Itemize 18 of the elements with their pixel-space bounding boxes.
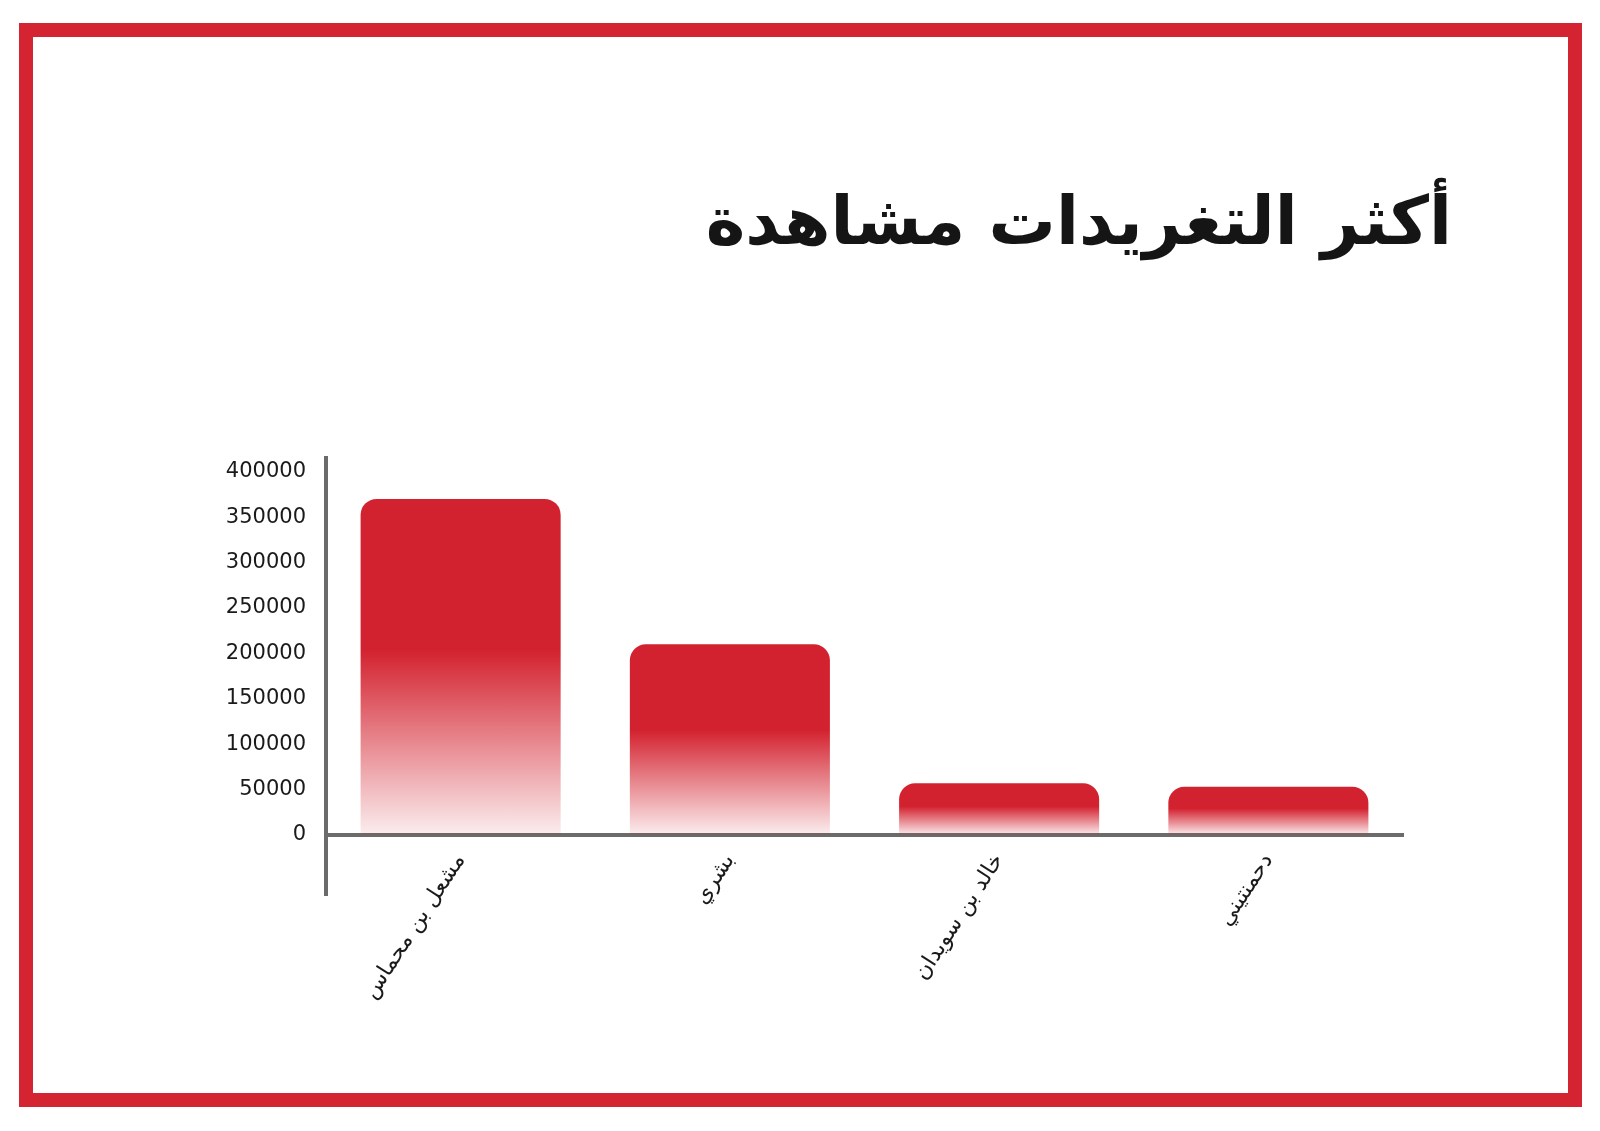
y-tick-label: 200000	[225, 639, 306, 664]
bar	[899, 783, 1100, 835]
x-tick-label: دحمنتيني	[1212, 848, 1279, 931]
y-tick-label: 300000	[225, 548, 306, 573]
y-tick-label: 50000	[239, 776, 306, 801]
bar	[1168, 786, 1369, 835]
y-tick-label: 350000	[225, 503, 306, 528]
y-tick-label: 100000	[225, 730, 306, 755]
y-tick-label: 400000	[225, 458, 306, 483]
x-tick-label: بشري	[687, 848, 739, 909]
y-tick-label: 150000	[225, 685, 306, 710]
chart-title: أكثر التغريدات مشاهدة	[705, 178, 1452, 263]
x-tick-label: مشعل بن محماس	[357, 848, 471, 1004]
x-tick-label: خالد بن سويدان	[908, 848, 1009, 984]
bar	[629, 644, 830, 835]
y-tick-label: 250000	[225, 594, 306, 619]
y-tick-label: 0	[292, 821, 306, 846]
bar	[360, 498, 561, 835]
